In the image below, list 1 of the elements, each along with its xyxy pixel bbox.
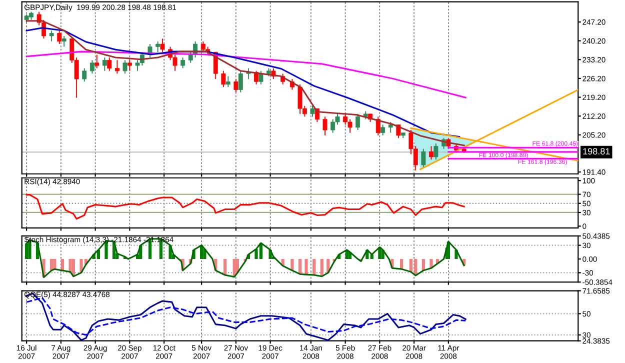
- ref-line-label: 198.81: [583, 148, 610, 154]
